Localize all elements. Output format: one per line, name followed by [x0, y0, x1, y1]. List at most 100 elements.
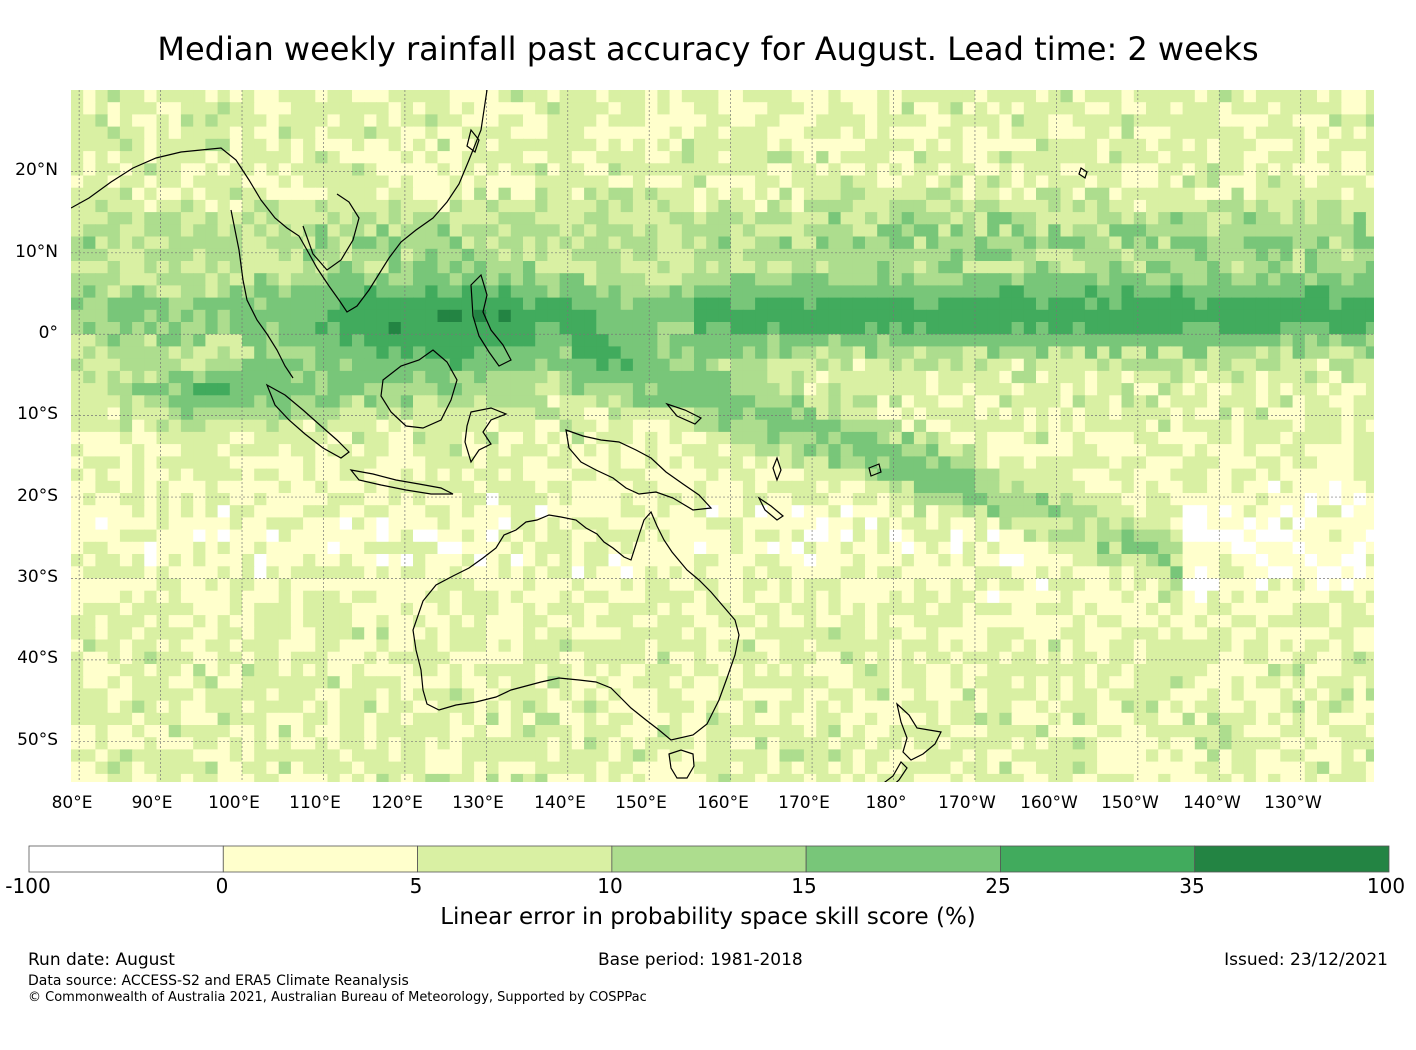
skill-cell [425, 407, 439, 421]
skill-cell [242, 346, 255, 360]
skill-cell [315, 90, 329, 103]
skill-cell [1121, 224, 1135, 238]
skill-cell [1182, 138, 1196, 152]
skill-cell [474, 566, 487, 580]
skill-cell [498, 248, 512, 262]
skill-cell [852, 529, 866, 543]
skill-cell [376, 615, 390, 628]
skill-cell [339, 431, 353, 445]
skill-cell [449, 346, 463, 360]
skill-cell [1353, 541, 1367, 555]
skill-cell [278, 334, 292, 348]
skill-cell [461, 175, 475, 189]
skill-cell [388, 456, 402, 470]
skill-cell [852, 541, 866, 555]
skill-cell [242, 627, 255, 641]
skill-cell [596, 212, 610, 225]
skill-cell [694, 273, 707, 287]
skill-cell [1084, 90, 1098, 103]
skill-cell [1036, 456, 1049, 470]
skill-cell [571, 248, 585, 262]
skill-cell [1353, 114, 1367, 128]
skill-cell [694, 541, 707, 555]
skill-cell [1170, 297, 1184, 311]
skill-cell [132, 578, 145, 592]
skill-cell [1243, 212, 1257, 225]
skill-cell [413, 602, 426, 616]
skill-cell [168, 138, 182, 152]
skill-cell [559, 627, 573, 641]
skill-cell [156, 114, 170, 128]
skill-cell [657, 138, 671, 152]
skill-cell [1219, 493, 1233, 506]
skill-cell [254, 566, 268, 580]
skill-cell [742, 602, 756, 616]
skill-cell [1121, 615, 1135, 628]
skill-cell [254, 126, 268, 140]
skill-cell [327, 138, 341, 152]
skill-cell [987, 126, 1001, 140]
skill-cell [852, 383, 866, 396]
skill-cell [608, 175, 622, 189]
skill-cell [571, 285, 585, 299]
skill-cell [523, 285, 536, 299]
skill-cell [107, 480, 121, 494]
skill-cell [1341, 322, 1355, 335]
skill-cell [742, 627, 756, 641]
skill-cell [975, 309, 988, 323]
skill-cell [510, 480, 524, 494]
skill-cell [107, 261, 121, 274]
skill-cell [523, 248, 536, 262]
skill-cell [1317, 151, 1330, 164]
skill-cell [107, 590, 121, 604]
skill-cell [437, 114, 451, 128]
skill-cell [156, 419, 170, 433]
skill-cell [1353, 590, 1367, 604]
skill-cell [1072, 90, 1086, 103]
skill-cell [1097, 431, 1110, 445]
skill-cell [1194, 590, 1208, 604]
skill-cell [632, 187, 646, 201]
skill-cell [926, 261, 939, 274]
skill-cell [767, 273, 781, 287]
skill-cell [865, 590, 878, 604]
skill-cell [1243, 261, 1257, 274]
skill-cell [865, 163, 878, 177]
skill-cell [681, 151, 695, 164]
skill-cell [1170, 590, 1184, 604]
skill-cell [584, 505, 597, 519]
skill-cell [999, 602, 1013, 616]
skill-cell [718, 444, 732, 457]
skill-cell [193, 468, 207, 482]
skill-cell [1329, 493, 1343, 506]
skill-cell [498, 224, 512, 238]
skill-cell [608, 493, 622, 506]
skill-cell [205, 566, 219, 580]
skill-cell [1219, 578, 1233, 592]
skill-cell [510, 248, 524, 262]
skill-cell [193, 261, 207, 274]
skill-cell [303, 554, 316, 567]
skill-cell [632, 309, 646, 323]
skill-cell [779, 273, 793, 287]
skill-cell [828, 419, 842, 433]
skill-cell [926, 505, 939, 519]
skill-cell [1060, 541, 1074, 555]
skill-cell [742, 480, 756, 494]
skill-cell [1341, 114, 1355, 128]
skill-cell [608, 468, 622, 482]
skill-cell [852, 468, 866, 482]
skill-cell [803, 407, 817, 421]
skill-cell [242, 651, 255, 665]
skill-cell [901, 431, 915, 445]
skill-cell [901, 212, 915, 225]
skill-cell [767, 90, 781, 103]
skill-cell [975, 334, 988, 348]
skill-cell [1304, 114, 1318, 128]
skill-cell [1292, 236, 1306, 250]
skill-cell [803, 212, 817, 225]
skill-cell [706, 529, 720, 543]
skill-cell [1329, 468, 1343, 482]
skill-cell [1255, 590, 1269, 604]
skill-cell [400, 602, 414, 616]
